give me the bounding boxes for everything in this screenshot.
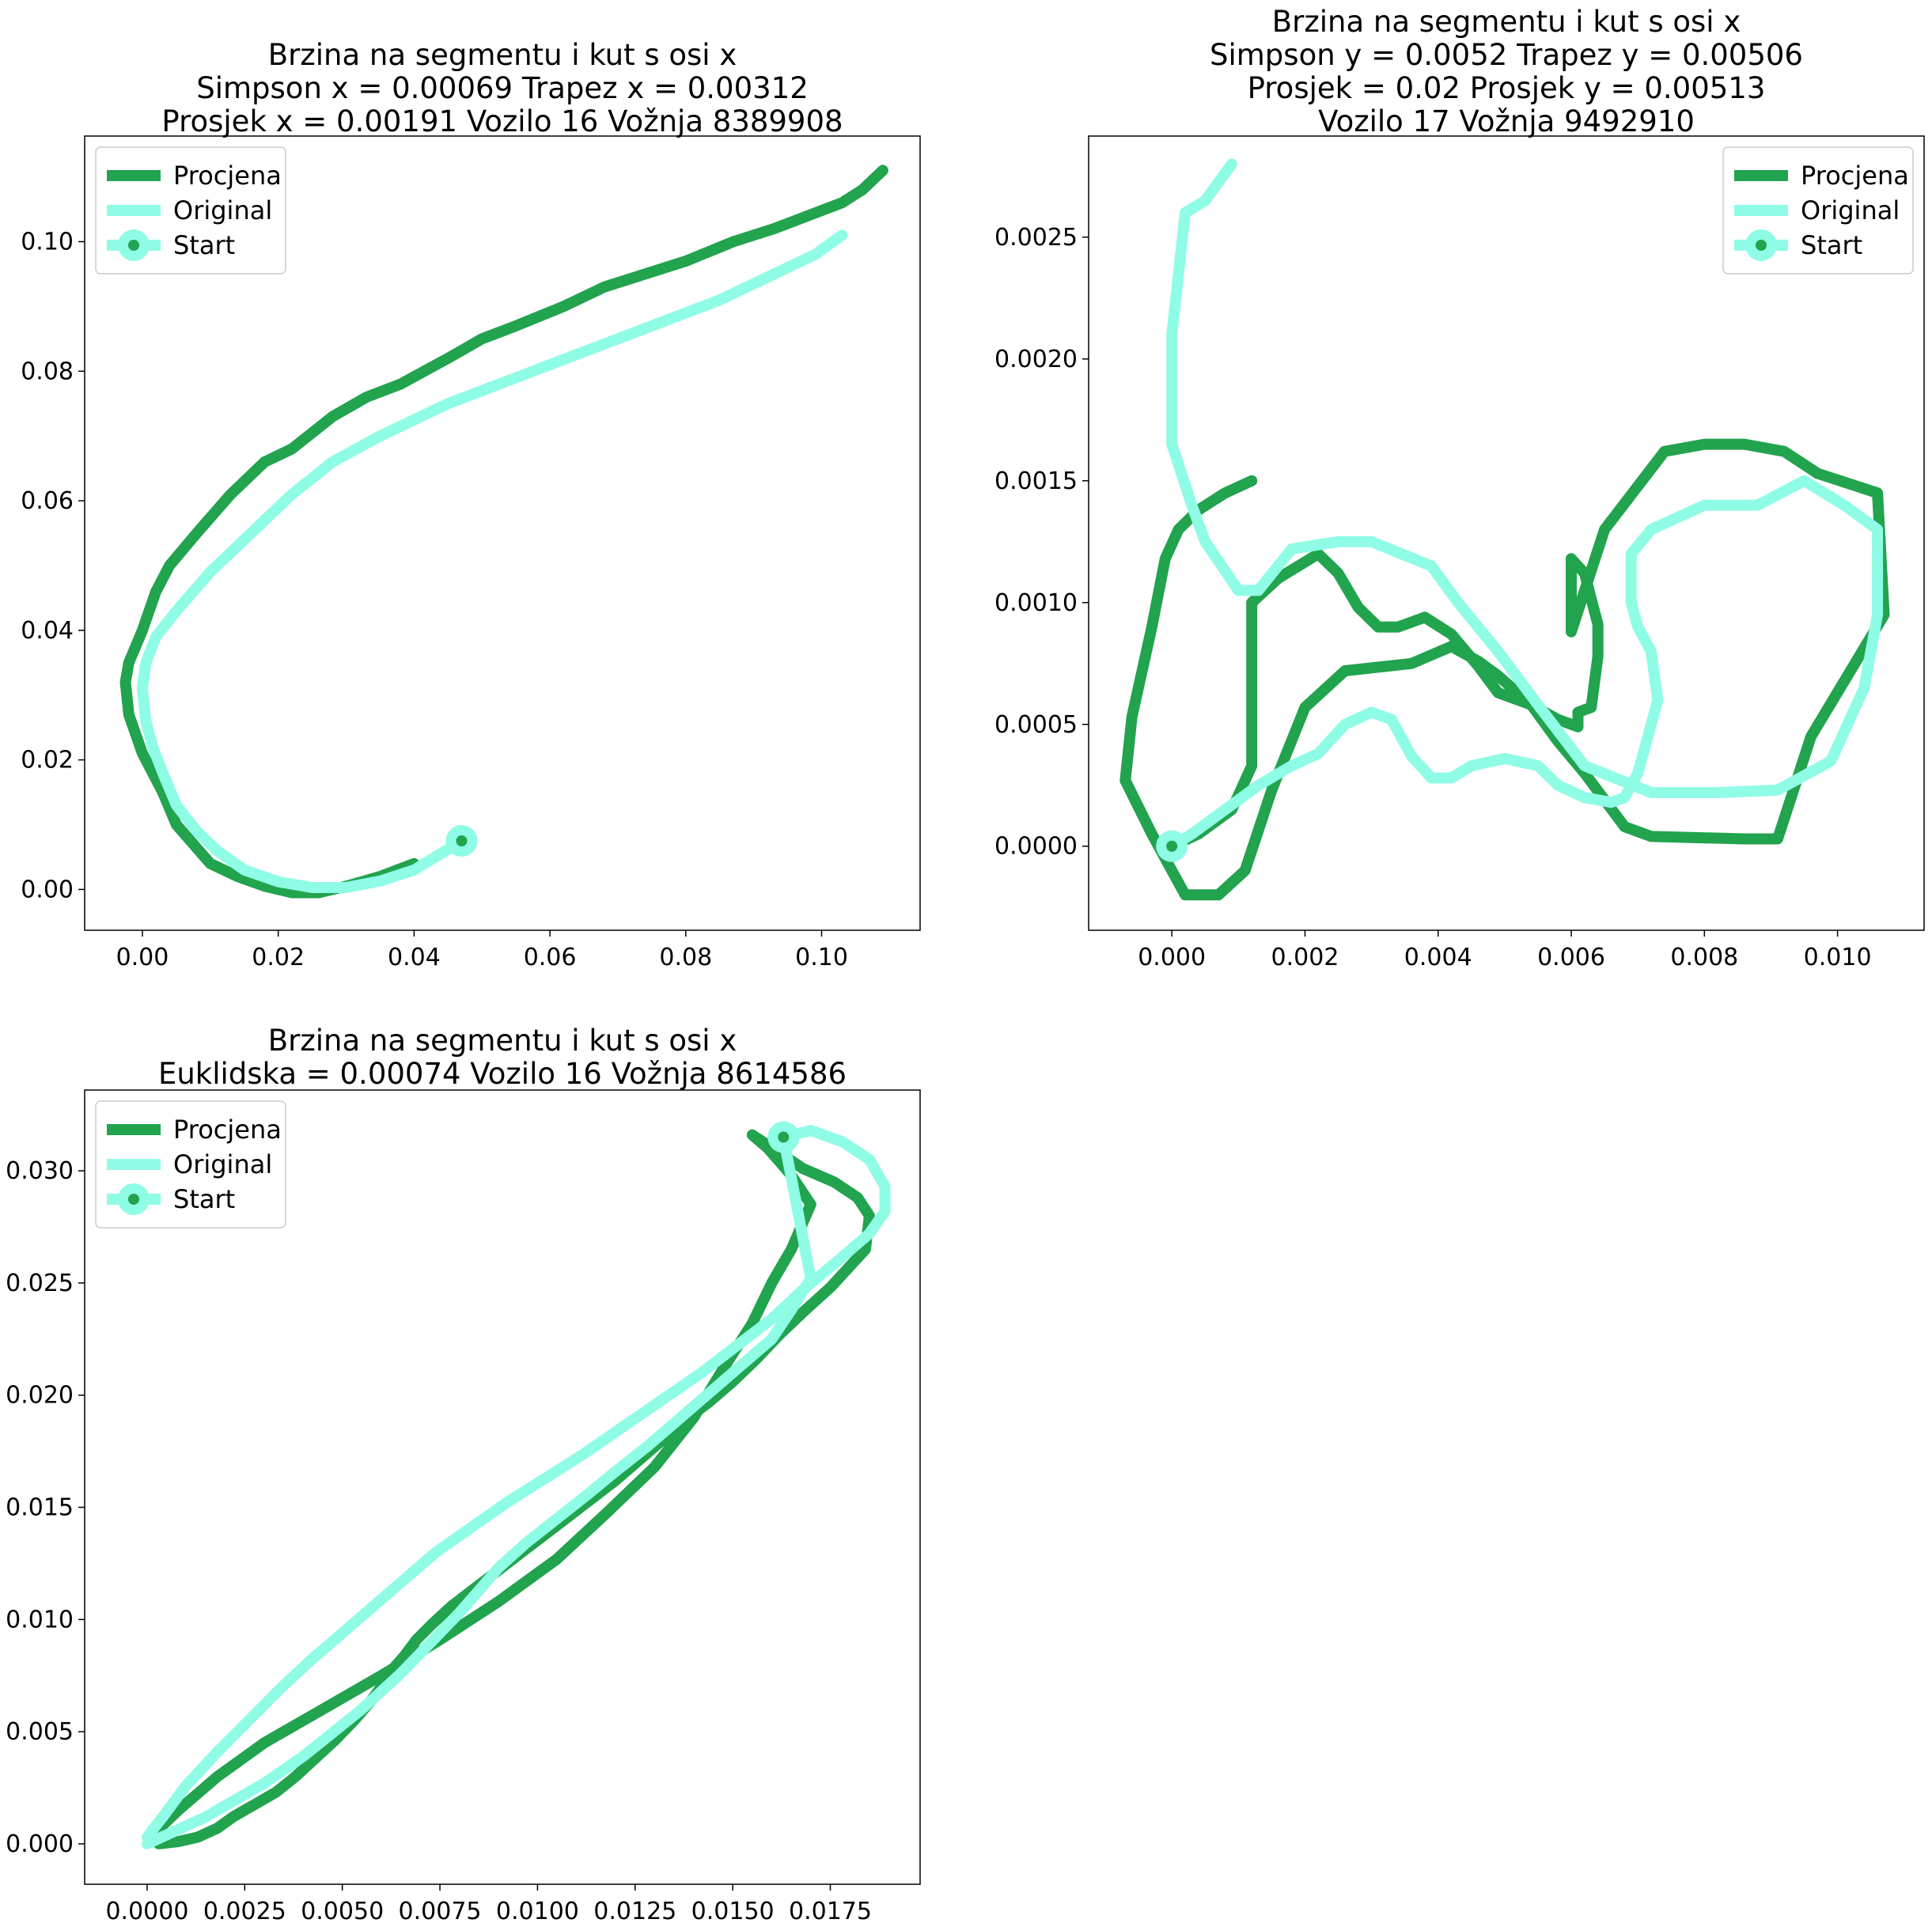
series-line-procjena	[149, 1129, 875, 1849]
chart-title-line: Prosjek = 0.02 Prosjek y = 0.00513	[1248, 71, 1766, 105]
y-tick-label: 0.02	[21, 747, 74, 774]
x-tick-label: 0.06	[524, 944, 577, 971]
chart-title-line: Simpson y = 0.0052 Trapez y = 0.00506	[1210, 38, 1803, 72]
y-tick-label: 0.06	[21, 487, 74, 515]
x-tick-label: 0.08	[659, 944, 712, 971]
legend-start-dot	[128, 1194, 139, 1205]
y-tick-label: 0.0005	[994, 711, 1078, 739]
chart-title-line: Brzina na segmentu i kut s osi x	[1272, 5, 1741, 39]
y-tick-label: 0.010	[6, 1606, 74, 1633]
x-tick-label: 0.002	[1271, 944, 1339, 971]
chart-title-line: Prosjek x = 0.00191 Vozilo 16 Vožnja 838…	[161, 104, 843, 138]
y-tick-label: 0.0010	[994, 589, 1078, 617]
y-tick-label: 0.0020	[994, 346, 1078, 373]
y-tick-label: 0.0025	[994, 224, 1078, 252]
start-marker-dot	[456, 835, 468, 846]
legend: Procjena Original Start	[95, 1100, 286, 1228]
y-tick-label: 0.000	[6, 1830, 74, 1858]
legend-label: Start	[173, 1184, 235, 1214]
y-tick-label: 0.025	[6, 1270, 74, 1297]
y-tick-label: 0.10	[21, 228, 74, 256]
legend-label: Original	[1801, 195, 1900, 225]
y-tick-label: 0.0000	[994, 833, 1078, 861]
x-tick-label: 0.004	[1404, 944, 1472, 971]
series-line-original	[142, 1125, 891, 1849]
legend-label: Start	[173, 230, 235, 260]
x-tick-label: 0.00	[116, 944, 169, 971]
start-marker-dot	[778, 1131, 790, 1143]
chart-title-line: Brzina na segmentu i kut s osi x	[268, 1024, 737, 1058]
legend-label: Procjena	[173, 1115, 282, 1145]
x-tick-label: 0.0150	[691, 1898, 775, 1923]
series-line-original	[1166, 158, 1884, 852]
series-line-procjena	[119, 165, 888, 899]
chart-title-line: Brzina na segmentu i kut s osi x	[268, 38, 737, 72]
axes-frame	[84, 135, 921, 931]
legend-label: Start	[1801, 230, 1862, 260]
series-line-original	[137, 229, 848, 893]
legend-start-dot	[1756, 240, 1767, 251]
legend-start-dot	[128, 240, 139, 251]
x-tick-label: 0.010	[1804, 944, 1872, 971]
x-tick-label: 0.000	[1138, 944, 1206, 971]
legend: Procjena Original Start	[95, 146, 286, 274]
x-tick-label: 0.006	[1537, 944, 1605, 971]
plot-area	[142, 1121, 891, 1849]
y-tick-label: 0.0015	[994, 468, 1078, 495]
y-tick-label: 0.04	[21, 617, 74, 645]
chart-2: Brzina na segmentu i kut s osi xSimpson …	[994, 5, 1925, 971]
y-tick-label: 0.030	[6, 1157, 74, 1185]
chart-title-line: Vozilo 17 Vožnja 9492910	[1318, 104, 1695, 138]
axes-frame	[1088, 135, 1925, 931]
start-marker-dot	[1166, 840, 1178, 852]
x-tick-label: 0.0025	[203, 1898, 286, 1923]
chart-title-line: Simpson x = 0.00069 Trapez x = 0.00312	[196, 71, 809, 105]
x-tick-label: 0.0100	[496, 1898, 579, 1923]
y-tick-label: 0.005	[6, 1718, 74, 1746]
legend: Procjena Original Start	[1722, 146, 1914, 274]
y-tick-label: 0.00	[21, 876, 74, 903]
axes-frame	[84, 1089, 921, 1885]
chart-title-line: Euklidska = 0.00074 Vozilo 16 Vožnja 861…	[158, 1057, 847, 1091]
x-tick-label: 0.008	[1670, 944, 1738, 971]
y-tick-label: 0.015	[6, 1494, 74, 1522]
chart-1: Brzina na segmentu i kut s osi xSimpson …	[21, 38, 921, 971]
legend-label: Procjena	[173, 161, 282, 191]
y-tick-label: 0.020	[6, 1382, 74, 1410]
x-tick-label: 0.0175	[789, 1898, 872, 1923]
plot-area	[119, 165, 888, 899]
chart-3: Brzina na segmentu i kut s osi xEuklidsk…	[6, 1024, 921, 1923]
x-tick-label: 0.0125	[593, 1898, 676, 1923]
x-tick-label: 0.02	[252, 944, 305, 971]
x-tick-label: 0.04	[388, 944, 441, 971]
x-tick-label: 0.0050	[301, 1898, 384, 1923]
series-line-procjena	[1119, 438, 1890, 901]
legend-label: Original	[173, 1149, 272, 1179]
y-tick-label: 0.08	[21, 358, 74, 385]
x-tick-label: 0.10	[795, 944, 848, 971]
legend-label: Original	[173, 195, 272, 225]
plot-area	[1119, 158, 1890, 901]
x-tick-label: 0.0000	[105, 1898, 188, 1923]
legend-label: Procjena	[1801, 161, 1909, 191]
x-tick-label: 0.0075	[399, 1898, 482, 1923]
